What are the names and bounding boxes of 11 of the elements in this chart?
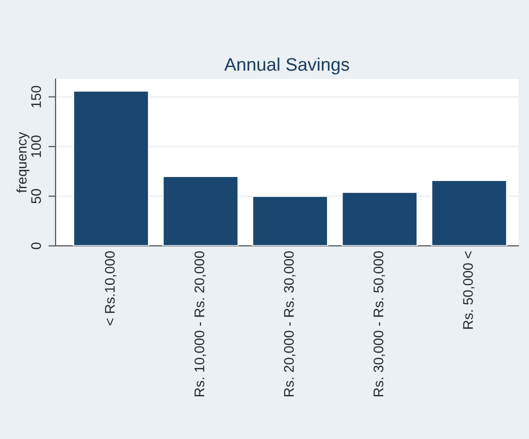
y-tick-label: 0 [31,242,41,250]
y-tick-label: 50 [31,189,41,204]
x-tick-label: Rs. 30,000 - Rs. 50,000 [374,251,386,396]
y-tick-label: 150 [31,86,41,108]
x-tick-label: Rs. 10,000 - Rs. 20,000 [194,251,206,396]
chart-title: Annual Savings [224,58,350,74]
y-axis-title: frequency [16,132,30,193]
x-tick-label: < Rs.10,000 [104,251,116,326]
x-tick-label: Rs. 20,000 - Rs. 30,000 [284,251,296,396]
x-tick-label: Rs. 50,000 < [463,251,475,329]
y-tick-label: 100 [31,136,41,158]
